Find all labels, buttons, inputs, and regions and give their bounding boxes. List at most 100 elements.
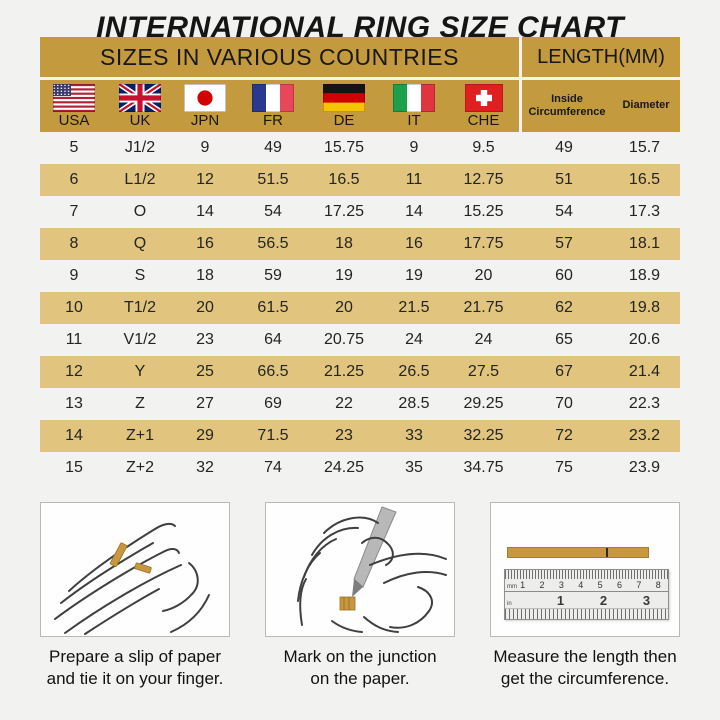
- table-cell: 70: [555, 395, 573, 412]
- ruler-cm-label: 1: [520, 580, 526, 590]
- table-cell: 16: [196, 235, 214, 252]
- table-cell: 20.75: [323, 331, 365, 348]
- table-cell: 66.5: [257, 363, 289, 380]
- table-cell: 27: [196, 395, 214, 412]
- table-cell: 28.5: [398, 395, 430, 412]
- switzerland-flag-icon: [464, 84, 503, 112]
- table-cell: 16.5: [628, 171, 661, 188]
- table-cell: 14: [196, 203, 214, 220]
- table-cell: 74: [264, 459, 282, 476]
- ruler-cm-label: 5: [597, 580, 603, 590]
- table-cell: 20.6: [628, 331, 661, 348]
- ruler-inch-label: 1: [556, 592, 565, 608]
- table-row: 7 O 14 54 17.25 14 15.25 54 17.3: [40, 196, 680, 228]
- table-cell: 20: [196, 299, 214, 316]
- table-cell: 16.5: [328, 171, 360, 188]
- table-cell: 18: [335, 235, 353, 252]
- instruction-figure-2: [265, 502, 455, 637]
- table-cell: 25: [196, 363, 214, 380]
- table-cell: 29.25: [463, 395, 504, 412]
- table-cell: 15: [65, 459, 83, 476]
- table-cell: 51: [555, 171, 573, 188]
- table-cell: Q: [133, 235, 147, 252]
- table-cell: 51.5: [257, 171, 289, 188]
- table-cell: 49: [555, 139, 573, 156]
- table-cell: 9: [69, 267, 79, 284]
- country-column-usa: USA: [40, 80, 108, 132]
- japan-flag-icon: [184, 84, 226, 112]
- table-cell: 61.5: [257, 299, 289, 316]
- table-row: 10 T1/2 20 61.5 20 21.5 21.75 62 19.8: [40, 292, 680, 324]
- ruler-cm-label: 2: [539, 580, 545, 590]
- country-label: UK: [129, 112, 151, 129]
- table-cell: 23: [196, 331, 214, 348]
- table-cell: 17.3: [628, 203, 661, 220]
- italy-flag-icon: [393, 84, 435, 112]
- table-cell: 71.5: [257, 427, 289, 444]
- table-cell: T1/2: [123, 299, 156, 316]
- country-column-fr: FR: [238, 80, 308, 132]
- table-cell: 14: [405, 203, 423, 220]
- ruler-cm-label: 7: [636, 580, 642, 590]
- table-cell: 65: [555, 331, 573, 348]
- table-cell: Z+2: [125, 459, 154, 476]
- table-cell: 20: [335, 299, 353, 316]
- table-cell: S: [134, 267, 146, 284]
- instruction-caption-2: Mark on the junction on the paper.: [283, 646, 436, 691]
- uk-flag-icon: [119, 84, 161, 112]
- table-cell: 22.3: [628, 395, 661, 412]
- table-cell: 60: [555, 267, 573, 284]
- table-cell: 32.25: [463, 427, 504, 444]
- caption-line: Mark on the junction: [283, 647, 437, 666]
- table-cell: 9: [409, 139, 419, 156]
- caption-line: on the paper.: [310, 669, 410, 689]
- table-cell: 72: [555, 427, 573, 444]
- table-cell: 19.8: [628, 299, 661, 316]
- country-label: FR: [263, 112, 283, 129]
- table-cell: 18: [196, 267, 214, 284]
- instruction-figure-3: mm 1 2 3 4 5 6 7 8 in 1 2 3: [490, 502, 680, 637]
- table-row: 5 J1/2 9 49 15.75 9 9.5 49 15.7: [40, 132, 680, 164]
- table-cell: O: [133, 203, 147, 220]
- table-cell: 11: [405, 171, 423, 188]
- table-cell: 15.75: [323, 139, 365, 156]
- header-sizes-in-various-countries: SIZES IN VARIOUS COUNTRIES: [40, 37, 519, 77]
- table-cell: 8: [69, 235, 79, 252]
- instruction-caption-3: Measure the length then get the circumfe…: [493, 646, 676, 691]
- table-cell: 9.5: [472, 139, 495, 156]
- instruction-step-2: Mark on the junction on the paper.: [264, 502, 456, 691]
- strip-mark: [606, 548, 608, 557]
- table-cell: 24: [405, 331, 423, 348]
- table-cell: 14: [65, 427, 83, 444]
- pen-marking-junction-icon: [297, 506, 447, 633]
- country-column-it: IT: [380, 80, 448, 132]
- table-cell: 62: [555, 299, 573, 316]
- ruler-cm-label: 8: [655, 580, 661, 590]
- table-cell: 24: [474, 331, 493, 348]
- ruler-inch-ticks: [505, 608, 668, 619]
- caption-line: get the circumference.: [500, 669, 670, 689]
- table-cell: 19: [405, 267, 423, 284]
- page-title: INTERNATIONAL RING SIZE CHART: [96, 11, 624, 44]
- table-cell: 29: [196, 427, 214, 444]
- table-cell: 17.25: [323, 203, 365, 220]
- table-cell: 32: [196, 459, 214, 476]
- table-cell: 6: [69, 171, 79, 188]
- table-cell: 69: [264, 395, 282, 412]
- instruction-figure-1: [40, 502, 230, 637]
- country-label: DE: [333, 112, 355, 129]
- instruction-step-3: mm 1 2 3 4 5 6 7 8 in 1 2 3 Measure the length th…: [489, 502, 681, 691]
- ruler-cm-label: 4: [578, 580, 584, 590]
- measuring-instructions: Prepare a slip of paper and tie it on yo…: [39, 502, 681, 691]
- header-length-mm: LENGTH(MM): [522, 37, 680, 77]
- table-row: 8 Q 16 56.5 18 16 17.75 57 18.1: [40, 228, 680, 260]
- hand-with-paper-slip-icon: [54, 522, 210, 635]
- table-cell: 15.25: [463, 203, 504, 220]
- ruler-inch-scale: in 1 2 3: [505, 592, 668, 608]
- table-cell: 7: [69, 203, 79, 220]
- table-cell: 59: [264, 267, 282, 284]
- table-cell: Z+1: [125, 427, 154, 444]
- caption-line: Prepare a slip of paper: [48, 647, 221, 666]
- table-cell: 33: [405, 427, 423, 444]
- instruction-step-1: Prepare a slip of paper and tie it on yo…: [39, 502, 231, 691]
